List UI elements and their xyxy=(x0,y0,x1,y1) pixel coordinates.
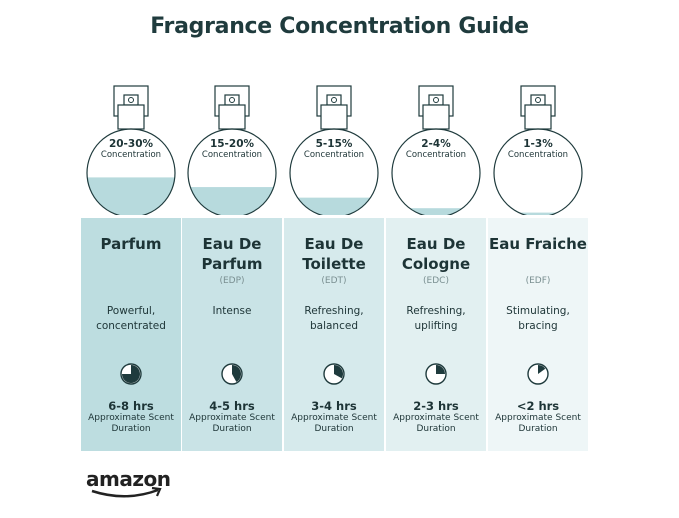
type-name: Eau De Toilette xyxy=(302,235,366,273)
concentration-label: Concentration xyxy=(405,150,467,160)
type-name: Eau De Parfum xyxy=(201,235,263,273)
duration-value: 4-5 hrs xyxy=(209,399,255,413)
duration-value: <2 hrs xyxy=(516,399,560,413)
concentration-value: 1-3% xyxy=(523,138,553,150)
fill-level xyxy=(392,208,480,215)
concentration-value: 20-30% xyxy=(108,138,154,150)
type-name: Parfum xyxy=(100,235,162,253)
bottle-icon xyxy=(187,85,277,215)
amazon-logo: amazon xyxy=(86,466,176,502)
clock-pie-icon xyxy=(527,363,549,385)
bottle-icon xyxy=(86,85,176,215)
duration-label: Approximate Scent Duration xyxy=(189,413,275,434)
duration-label: Approximate Scent Duration xyxy=(495,413,581,434)
duration-label: Approximate Scent Duration xyxy=(291,413,377,434)
page-title: Fragrance Concentration Guide xyxy=(150,14,529,39)
concentration-label: Concentration xyxy=(100,150,162,160)
info-panel: Parfum Powerful, concentrated 6-8 hrs Ap… xyxy=(81,218,181,451)
type-abbr xyxy=(81,276,181,290)
concentration-label: Concentration xyxy=(201,150,263,160)
fill-level xyxy=(87,177,175,215)
fragrance-column: 5-15% Concentration Eau De Toilette (EDT… xyxy=(284,85,384,451)
type-abbr: (EDF) xyxy=(525,276,551,286)
duration-label: Approximate Scent Duration xyxy=(88,413,174,434)
type-abbr: (EDP) xyxy=(219,276,245,286)
type-description: Refreshing, balanced xyxy=(304,305,364,332)
fill-level xyxy=(494,212,582,215)
concentration-value: 5-15% xyxy=(315,138,353,150)
info-panel: Eau De Toilette (EDT) Refreshing, balanc… xyxy=(284,218,384,451)
concentration-label: Concentration xyxy=(507,150,569,160)
clock-pie-icon xyxy=(425,363,447,385)
duration-label: Approximate Scent Duration xyxy=(393,413,479,434)
fragrance-column: 15-20% Concentration Eau De Parfum (EDP)… xyxy=(182,85,282,451)
bottle-icon xyxy=(289,85,379,215)
fragrance-column: 1-3% Concentration Eau Fraiche (EDF) Sti… xyxy=(488,85,588,451)
type-description: Refreshing, uplifting xyxy=(406,305,466,332)
info-panel: Eau De Parfum (EDP) Intense 4-5 hrs Appr… xyxy=(182,218,282,451)
type-description: Powerful, concentrated xyxy=(96,305,166,332)
concentration-value: 15-20% xyxy=(209,138,255,150)
type-description: Stimulating, bracing xyxy=(506,305,570,332)
type-abbr: (EDT) xyxy=(321,276,347,286)
duration-value: 6-8 hrs xyxy=(108,399,154,413)
fragrance-column: 20-30% Concentration Parfum Powerful, co… xyxy=(81,85,181,451)
fill-level xyxy=(188,187,276,215)
clock-pie-icon xyxy=(323,363,345,385)
info-panel: Eau Fraiche (EDF) Stimulating, bracing <… xyxy=(488,218,588,451)
duration-value: 2-3 hrs xyxy=(413,399,459,413)
duration-value: 3-4 hrs xyxy=(311,399,357,413)
type-abbr: (EDC) xyxy=(423,276,449,286)
concentration-label: Concentration xyxy=(303,150,365,160)
type-description: Intense xyxy=(212,305,252,317)
type-name: Eau Fraiche xyxy=(489,235,587,253)
info-panel: Eau De Cologne (EDC) Refreshing, uplifti… xyxy=(386,218,486,451)
clock-pie-icon xyxy=(221,363,243,385)
type-name: Eau De Cologne xyxy=(401,235,471,273)
clock-pie-icon xyxy=(120,363,142,385)
bottle-icon xyxy=(391,85,481,215)
concentration-value: 2-4% xyxy=(421,138,451,150)
bottle-icon xyxy=(493,85,583,215)
fragrance-column: 2-4% Concentration Eau De Cologne (EDC) … xyxy=(386,85,486,451)
svg-text:amazon: amazon xyxy=(86,467,170,491)
